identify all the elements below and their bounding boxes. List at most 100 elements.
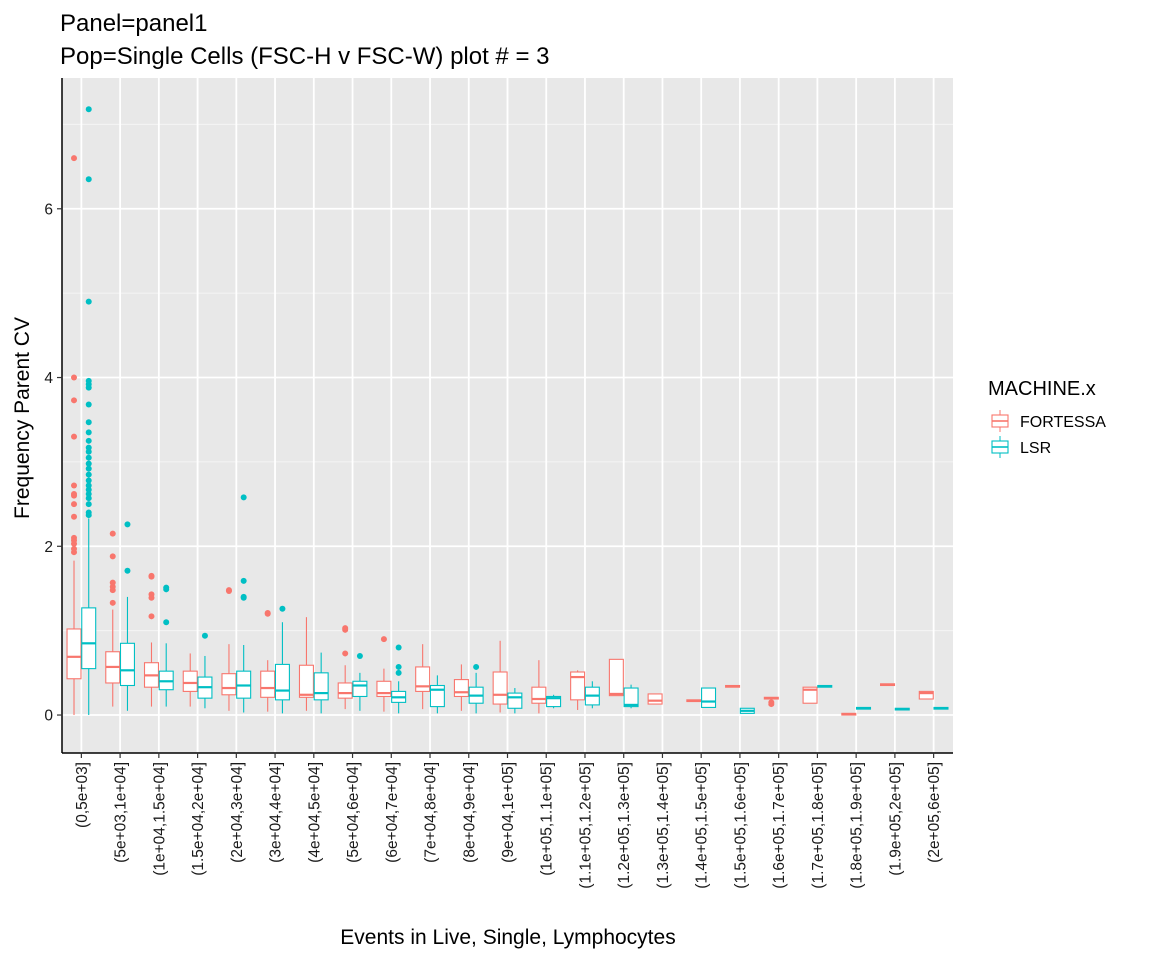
box-lsr <box>468 663 484 714</box>
box-fortessa <box>725 684 741 688</box>
outlier-point <box>85 106 92 113</box>
outlier-point <box>71 482 78 489</box>
box-fortessa <box>647 693 663 705</box>
x-tick-label: (1.6e+05,1.7e+05] <box>771 762 788 889</box>
x-tick-label: (1.1e+05,1.2e+05] <box>577 762 594 889</box>
box-body <box>274 663 290 701</box>
outlier-point <box>85 419 92 426</box>
outlier-point <box>240 494 247 501</box>
x-tick-label: (1.8e+05,1.9e+05] <box>849 762 866 889</box>
box-lsr <box>855 706 872 710</box>
outlier-point <box>148 591 155 598</box>
box-lsr <box>429 675 445 714</box>
outlier-point <box>342 625 349 632</box>
y-tick-label: 0 <box>44 708 53 725</box>
outlier-point <box>71 534 78 541</box>
box-fortessa <box>66 155 82 716</box>
x-tick-label: (1.3e+05,1.4e+05] <box>655 762 672 889</box>
y-tick-label: 4 <box>44 370 53 387</box>
outlier-point <box>85 495 92 502</box>
legend-key-lsr <box>991 436 1009 458</box>
box-body <box>546 695 562 708</box>
outlier-point <box>71 513 78 520</box>
box-body <box>260 670 276 698</box>
x-tick-label: (1.7e+05,1.8e+05] <box>810 762 827 889</box>
box-lsr <box>352 652 368 711</box>
x-ticks: (0,5e+03] (5e+03,1e+04] (1e+04,1.5e+04] (1.… <box>74 753 943 889</box>
outlier-point <box>395 644 402 651</box>
box-lsr <box>236 494 252 713</box>
outlier-point <box>240 593 247 600</box>
outlier-point <box>768 699 775 706</box>
chart-subtitle: Pop=Single Cells (FSC-H v FSC-W) plot # … <box>60 43 549 70</box>
legend-label-fortessa: FORTESSA <box>1020 414 1106 431</box>
box-body <box>507 692 523 709</box>
outlier-point <box>342 650 349 657</box>
outlier-point <box>473 663 480 670</box>
box-body <box>337 682 353 699</box>
x-tick-label: (6e+04,7e+04] <box>384 762 401 863</box>
box-lsr <box>623 684 639 709</box>
x-tick-label: (1e+04,1.5e+04] <box>151 762 168 876</box>
box-fortessa <box>298 617 314 711</box>
box-fortessa <box>531 660 547 714</box>
outlier-point <box>85 176 92 183</box>
box-body <box>570 671 586 701</box>
box-fortessa <box>182 653 198 707</box>
legend-key-fortessa <box>991 410 1009 432</box>
outlier-point <box>85 465 92 472</box>
x-tick-label: (0,5e+03] <box>74 762 91 828</box>
outlier-point <box>395 669 402 676</box>
box-lsr <box>701 687 717 708</box>
outlier-point <box>85 482 92 489</box>
box-body <box>701 687 717 708</box>
box-fortessa <box>802 686 818 704</box>
box-lsr <box>274 605 290 714</box>
chart-title: Panel=panel1 <box>60 10 207 37</box>
box-body <box>66 628 82 680</box>
outlier-point <box>85 429 92 436</box>
outlier-point <box>71 374 78 381</box>
x-axis-title: Events in Live, Single, Lymphocytes <box>340 926 675 949</box>
box-body <box>352 680 368 698</box>
box-fortessa <box>337 625 353 710</box>
box-lsr <box>81 106 97 716</box>
box-fortessa <box>453 664 469 711</box>
y-tick-label: 6 <box>44 201 53 218</box>
box-fortessa <box>763 696 779 708</box>
outlier-point <box>85 437 92 444</box>
box-lsr <box>817 684 833 688</box>
outlier-point <box>225 587 232 594</box>
outlier-point <box>109 530 116 537</box>
outlier-point <box>71 545 78 552</box>
box-body <box>492 671 508 705</box>
outlier-point <box>109 599 116 606</box>
outlier-point <box>279 605 286 612</box>
outlier-point <box>71 397 78 404</box>
box-lsr <box>584 681 600 709</box>
outlier-point <box>148 572 155 579</box>
box-lsr <box>739 707 755 714</box>
x-tick-label: (2e+04,3e+04] <box>229 762 246 863</box>
legend: MACHINE.x FORTESSA LSR <box>988 378 1106 458</box>
outlier-point <box>85 477 92 484</box>
outlier-point <box>71 490 78 497</box>
outlier-point <box>163 619 170 626</box>
box-body <box>313 672 329 701</box>
legend-label-lsr: LSR <box>1020 440 1051 457</box>
box-lsr <box>933 706 949 710</box>
y-ticks: 0 2 4 6 <box>44 201 62 725</box>
box-body <box>221 673 237 696</box>
outlier-point <box>85 454 92 461</box>
x-tick-label: (7e+04,8e+04] <box>423 762 440 863</box>
y-tick-label: 2 <box>44 539 53 556</box>
outlier-point <box>85 471 92 478</box>
outlier-point <box>148 613 155 620</box>
box-body <box>119 642 135 687</box>
box-fortessa <box>608 658 624 697</box>
box-body <box>623 687 639 708</box>
outlier-point <box>85 448 92 455</box>
x-tick-label: (9e+04,1e+05] <box>500 762 517 863</box>
x-tick-label: (1.5e+05,1.6e+05] <box>732 762 749 889</box>
